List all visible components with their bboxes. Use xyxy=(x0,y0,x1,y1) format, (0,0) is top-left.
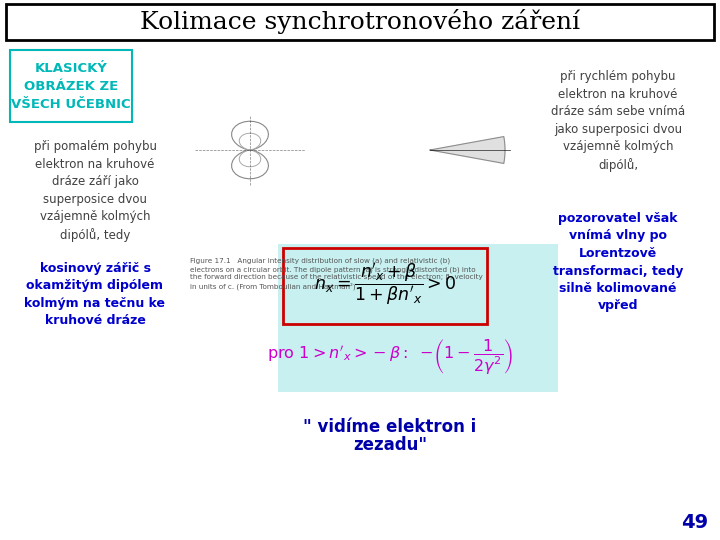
Text: Kolimace synchrotronového záření: Kolimace synchrotronového záření xyxy=(140,10,580,35)
Text: $\mathrm{pro}\ 1 > n'_x > -\beta:\ -\!\left(1 - \dfrac{1}{2\gamma^2}\right)$: $\mathrm{pro}\ 1 > n'_x > -\beta:\ -\!\l… xyxy=(267,338,513,376)
Polygon shape xyxy=(430,137,505,164)
Text: zezadu": zezadu" xyxy=(353,436,427,454)
FancyBboxPatch shape xyxy=(283,248,487,324)
Text: $n_x = \dfrac{n'_x + \beta}{1 + \beta n'_x} > 0$: $n_x = \dfrac{n'_x + \beta}{1 + \beta n'… xyxy=(314,262,456,308)
Text: 49: 49 xyxy=(681,513,708,532)
FancyBboxPatch shape xyxy=(6,4,714,40)
Text: pozorovatel však
vnímá vlny po
Lorentzově
transformaci, tedy
silně kolimované
vp: pozorovatel však vnímá vlny po Lorentzov… xyxy=(553,212,683,313)
Text: " vidíme elektron i: " vidíme elektron i xyxy=(303,418,477,436)
FancyBboxPatch shape xyxy=(10,50,132,122)
FancyBboxPatch shape xyxy=(278,244,558,392)
Text: při rychlém pohybu
elektron na kruhové
dráze sám sebe vnímá
jako superposici dvo: při rychlém pohybu elektron na kruhové d… xyxy=(551,70,685,172)
Text: Figure 17.1   Angular intensity distribution of slow (a) and relativistic (b)
el: Figure 17.1 Angular intensity distributi… xyxy=(190,258,482,290)
Text: kosinový zářič s
okamžitým dipólem
kolmým na tečnu ke
kruhové dráze: kosinový zářič s okamžitým dipólem kolmý… xyxy=(24,262,166,327)
Text: KLASICKÝ
OBRÁZEK ZE
VŠECH UČEBNIC: KLASICKÝ OBRÁZEK ZE VŠECH UČEBNIC xyxy=(12,62,131,111)
Text: při pomalém pohybu
elektron na kruhové
dráze září jako
superposice dvou
vzájemně: při pomalém pohybu elektron na kruhové d… xyxy=(34,140,156,242)
